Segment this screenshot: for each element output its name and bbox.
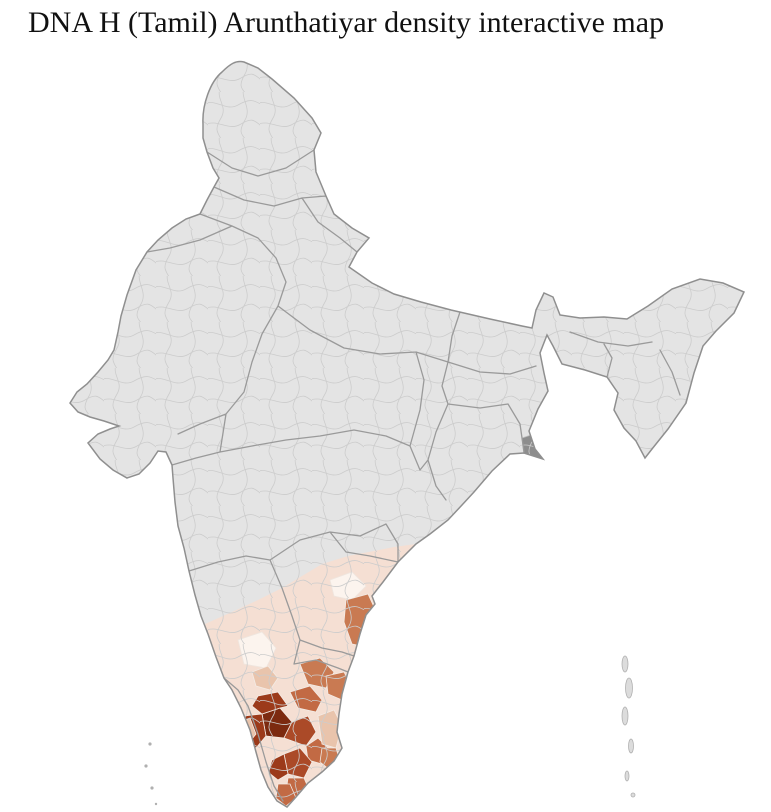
district-shape[interactable] bbox=[235, 749, 257, 781]
andaman-nicobar-islands[interactable] bbox=[621, 655, 636, 798]
state-boundaries bbox=[146, 149, 681, 802]
district-boundaries-mesh bbox=[70, 61, 744, 807]
page-title: DNA H (Tamil) Arunthatiyar density inter… bbox=[28, 6, 665, 39]
lakshadweep-islands[interactable] bbox=[144, 742, 158, 806]
